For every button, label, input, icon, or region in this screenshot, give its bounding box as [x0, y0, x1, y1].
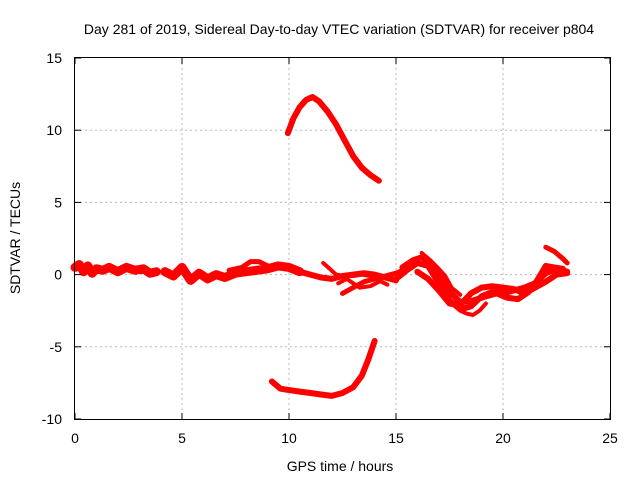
series-rising-branch-a: [226, 259, 281, 273]
plot-frame: [74, 57, 611, 420]
series-late-wiggle: [419, 250, 463, 297]
series-main-band-a: [70, 260, 161, 278]
data-series: [70, 94, 571, 399]
chart-title: Day 281 of 2019, Sidereal Day-to-day VTE…: [84, 21, 594, 37]
y-tick-label: 10: [46, 122, 62, 138]
y-tick-label: -10: [42, 411, 62, 427]
y-tick-label: 5: [54, 194, 62, 210]
series-late-strand-2: [399, 254, 566, 305]
y-axis-label: SDTVAR / TECUs: [7, 182, 23, 294]
x-axis-label: GPS time / hours: [287, 458, 394, 474]
series-dip-18: [458, 301, 488, 317]
y-tick-label: 15: [46, 50, 62, 66]
x-tick-label: 20: [495, 430, 511, 446]
axis-ticks: [74, 57, 611, 420]
x-tick-label: 0: [71, 430, 79, 446]
series-late-strand-3: [414, 268, 571, 308]
x-tick-labels: 0 5 10 15 20 25: [71, 430, 618, 446]
x-tick-label: 5: [178, 430, 186, 446]
x-tick-label: 10: [281, 430, 297, 446]
plot-grid: [75, 58, 610, 419]
y-tick-label: 0: [54, 267, 62, 283]
x-tick-label: 25: [602, 430, 618, 446]
x-tick-label: 15: [388, 430, 404, 446]
series-lower-arc: [268, 338, 378, 399]
series-upper-arc: [284, 94, 382, 184]
series-mid-crossing: [340, 266, 410, 296]
series-late-spike: [543, 244, 570, 266]
y-tick-labels: -10 -5 0 5 10 15: [42, 50, 62, 427]
y-tick-label: -5: [50, 339, 63, 355]
